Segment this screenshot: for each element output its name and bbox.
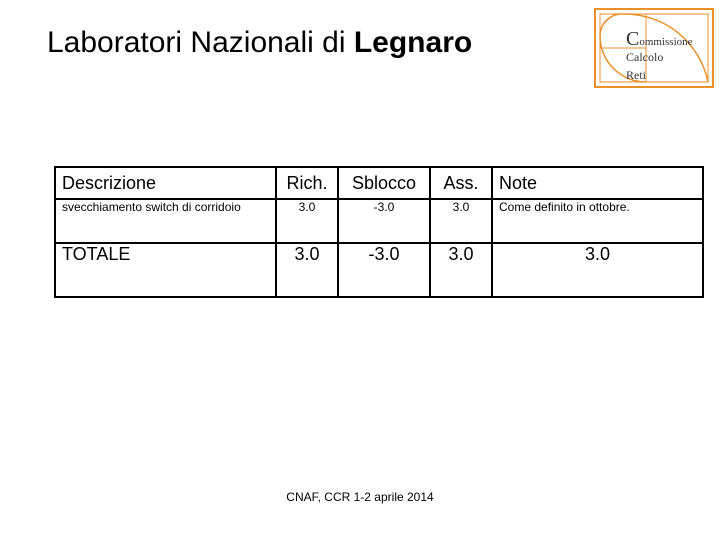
cell-sblocco: -3.0 <box>337 242 431 298</box>
title-bold: Legnaro <box>353 26 473 59</box>
header-sblocco: Sblocco <box>337 166 431 200</box>
header-ass: Ass. <box>429 166 493 200</box>
cell-sblocco: -3.0 <box>337 198 431 244</box>
table-header-row: Descrizione Rich. Sblocco Ass. Note <box>54 166 704 200</box>
logo-spiral-icon <box>599 13 709 83</box>
table-row-total: TOTALE 3.0 -3.0 3.0 3.0 <box>54 242 704 298</box>
logo-line-1: Commissione <box>626 28 693 50</box>
logo-line-2: Calcolo <box>626 50 664 64</box>
logo-line-3: Reti <box>626 68 647 82</box>
cell-ass: 3.0 <box>429 198 493 244</box>
header-descrizione: Descrizione <box>54 166 277 200</box>
cell-descrizione: TOTALE <box>54 242 277 298</box>
cell-descrizione: svecchiamento switch di corridoio <box>54 198 277 244</box>
cell-note: 3.0 <box>491 242 704 298</box>
cell-rich: 3.0 <box>275 198 339 244</box>
request-table: Descrizione Rich. Sblocco Ass. Note svec… <box>54 166 704 298</box>
footer-text: CNAF, CCR 1-2 aprile 2014 <box>286 490 434 504</box>
header-rich: Rich. <box>275 166 339 200</box>
header-note: Note <box>491 166 704 200</box>
table-row: svecchiamento switch di corridoio 3.0 -3… <box>54 198 704 244</box>
cell-ass: 3.0 <box>429 242 493 298</box>
cell-rich: 3.0 <box>275 242 339 298</box>
title-normal: Laboratori Nazionali di <box>47 26 354 59</box>
ccr-logo: Commissione Calcolo Reti <box>594 8 714 88</box>
cell-note: Come definito in ottobre. <box>491 198 704 244</box>
page-title: Laboratori Nazionali di Legnaro <box>47 26 472 60</box>
